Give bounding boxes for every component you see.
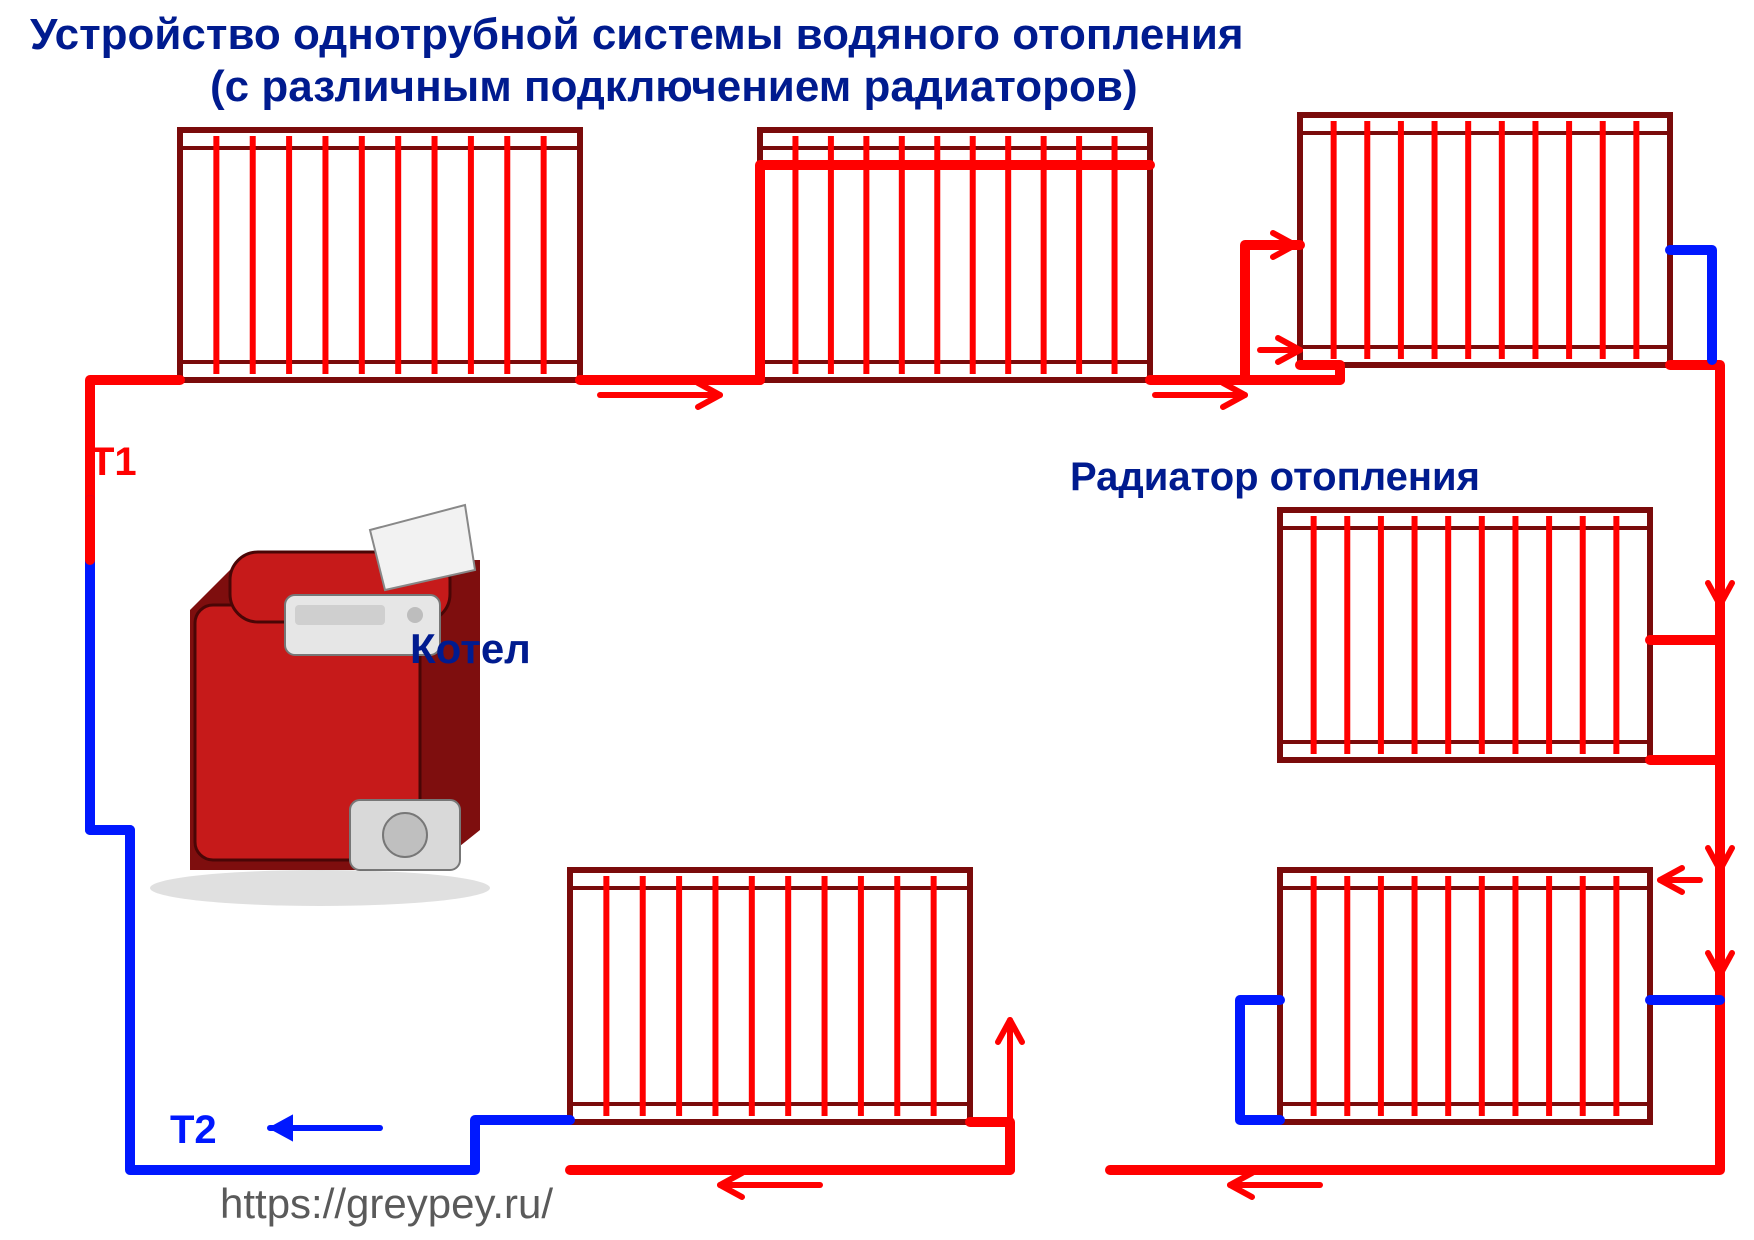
diagram-svg [0, 0, 1754, 1240]
diagram-stage: Устройство однотрубной системы водяного … [0, 0, 1754, 1240]
title-line2: (с различным подключением радиаторов) [210, 62, 1138, 112]
label-radiator: Радиатор отопления [1070, 455, 1480, 500]
label-t2: Т2 [170, 1108, 217, 1153]
label-url: https://greypey.ru/ [220, 1180, 553, 1228]
label-t1: Т1 [90, 440, 137, 485]
label-boiler: Котел [410, 625, 531, 673]
title-line1: Устройство однотрубной системы водяного … [30, 10, 1244, 60]
boiler-icon [150, 505, 490, 906]
